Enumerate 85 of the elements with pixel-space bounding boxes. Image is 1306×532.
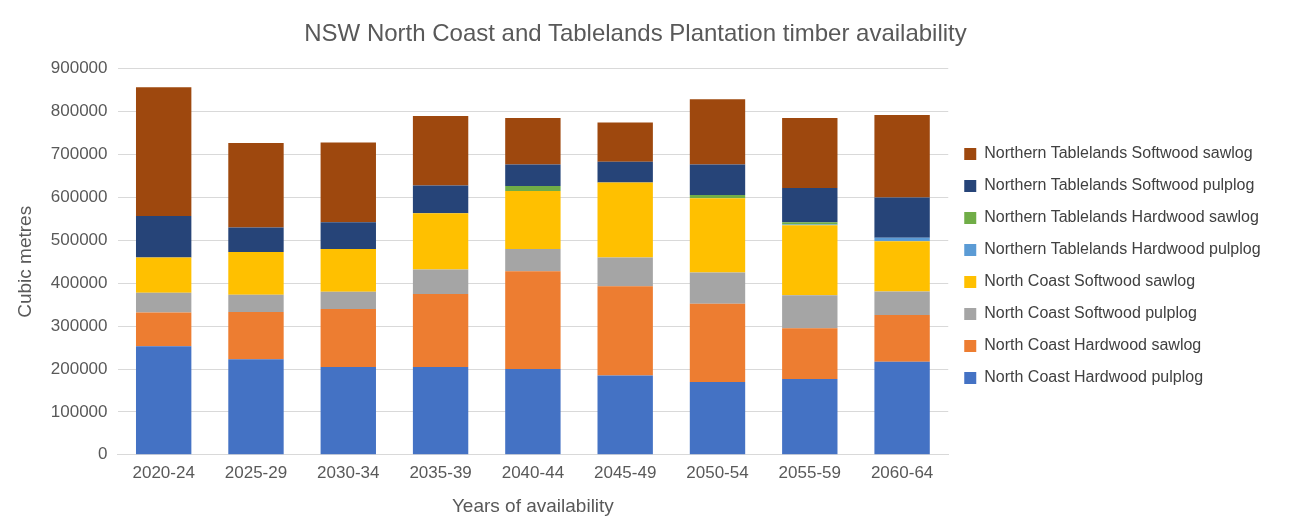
legend-label: Northern Tablelands Hardwood pulplog xyxy=(984,240,1261,258)
x-tick-label: 2020-24 xyxy=(132,462,195,482)
bar xyxy=(228,294,284,312)
bar xyxy=(320,308,376,367)
bar xyxy=(689,198,746,273)
bar xyxy=(689,164,746,195)
x-tick-label: 2030-34 xyxy=(317,462,380,482)
x-axis-title: Years of availability xyxy=(451,494,615,516)
legend-label: North Coast Hardwood sawlog xyxy=(984,336,1202,354)
bar xyxy=(782,118,838,189)
bar xyxy=(782,328,838,379)
y-tick-label: 0 xyxy=(98,444,108,464)
bar xyxy=(412,213,469,270)
bar xyxy=(228,143,284,228)
x-tick-label: 2060-64 xyxy=(870,462,934,482)
bar xyxy=(135,87,192,216)
bar xyxy=(320,291,376,309)
x-tick-label: 2045-49 xyxy=(594,462,657,482)
bar xyxy=(320,142,376,223)
legend-label: North Coast Softwood sawlog xyxy=(984,272,1196,290)
y-tick-label: 600000 xyxy=(50,187,108,207)
x-tick-label: 2050-54 xyxy=(686,462,749,482)
bar xyxy=(874,314,930,362)
bar xyxy=(505,191,561,249)
bar xyxy=(782,188,838,223)
x-tick-label: 2035-39 xyxy=(409,462,472,482)
bar xyxy=(874,291,930,315)
bar xyxy=(135,292,192,313)
bar xyxy=(135,257,192,293)
bar xyxy=(597,122,653,162)
bar xyxy=(874,241,930,292)
bar xyxy=(597,375,653,455)
bar xyxy=(505,369,561,455)
legend-label: Northern Tablelands Softwood sawlog xyxy=(984,144,1253,162)
y-tick-label: 800000 xyxy=(50,101,108,121)
bar xyxy=(412,185,469,214)
bar xyxy=(874,197,930,238)
bar xyxy=(228,311,284,360)
bar xyxy=(782,378,838,455)
x-tick-label: 2025-29 xyxy=(224,462,288,482)
y-tick-label: 400000 xyxy=(50,272,108,292)
y-axis-title: Cubic metres xyxy=(13,205,35,318)
bar xyxy=(412,366,469,455)
bar xyxy=(597,161,653,183)
bar xyxy=(597,286,653,376)
bar xyxy=(505,271,561,370)
bar xyxy=(412,293,469,367)
bar xyxy=(320,248,376,292)
y-tick-label: 200000 xyxy=(50,358,108,378)
bar xyxy=(135,312,192,347)
x-tick-label: 2040-44 xyxy=(501,462,565,482)
bar xyxy=(689,303,746,382)
legend-label: Northern Tablelands Softwood pulplog xyxy=(984,176,1255,194)
bar xyxy=(689,99,746,165)
bar xyxy=(782,225,838,296)
bar xyxy=(135,215,192,258)
y-tick-label: 900000 xyxy=(50,58,108,78)
bar xyxy=(135,346,192,455)
bar xyxy=(412,115,469,186)
bar xyxy=(874,115,930,198)
bar xyxy=(597,182,653,258)
bar xyxy=(228,359,284,455)
chart-title: NSW North Coast and Tablelands Plantation timber availability xyxy=(304,19,967,47)
legend-label: North Coast Hardwood pulplog xyxy=(984,368,1204,386)
bar xyxy=(874,361,930,455)
legend-label: North Coast Softwood pulplog xyxy=(984,304,1197,322)
bar xyxy=(320,366,376,455)
bar xyxy=(689,272,746,304)
bar xyxy=(505,118,561,165)
bar xyxy=(505,248,561,272)
y-tick-label: 100000 xyxy=(50,401,108,421)
bar xyxy=(782,295,838,329)
bar xyxy=(505,185,561,192)
bar xyxy=(597,257,653,287)
y-tick-label: 300000 xyxy=(50,315,108,335)
y-tick-label: 500000 xyxy=(50,230,108,250)
bar xyxy=(412,269,469,294)
bar xyxy=(228,227,284,252)
x-tick-label: 2055-59 xyxy=(778,462,841,482)
bar xyxy=(320,222,376,249)
bar xyxy=(228,251,284,295)
bar xyxy=(689,381,746,455)
y-tick-label: 700000 xyxy=(50,144,108,164)
legend-label: Northern Tablelands Hardwood sawlog xyxy=(984,208,1259,226)
bar xyxy=(505,164,561,186)
